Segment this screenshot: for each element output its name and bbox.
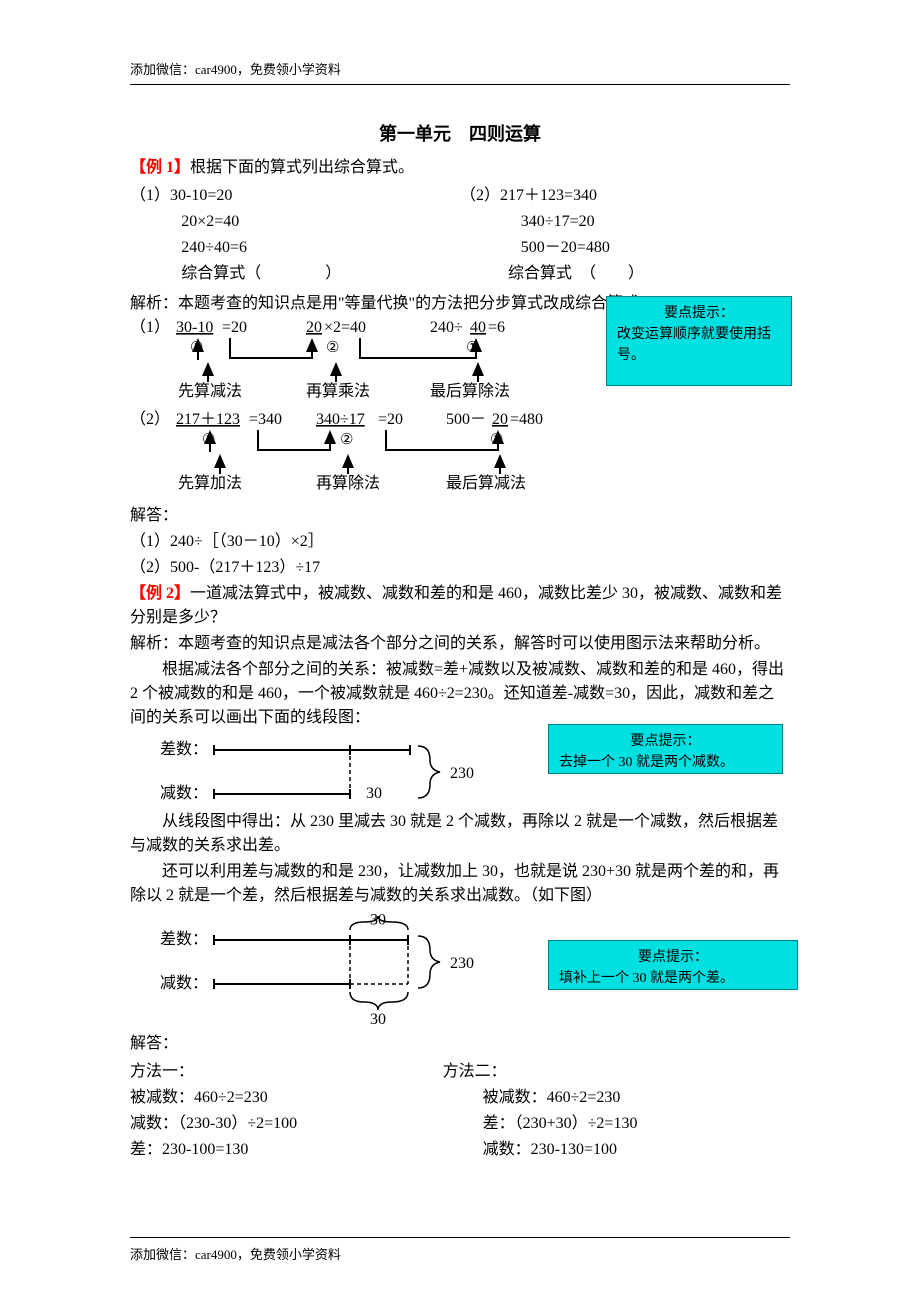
ex1-right-3: 500－20=480 [460,236,790,260]
svg-text:20: 20 [306,319,322,336]
svg-text:③: ③ [190,340,203,356]
page-header: 添加微信：car4900，免费领小学资料 [130,60,790,80]
svg-text:最后算减法: 最后算减法 [446,473,526,492]
ex1-right-2: 340÷17=20 [460,210,790,234]
svg-text:减数：: 减数： [160,784,208,802]
svg-text:（1）: （1） [130,318,170,336]
method2-line2: 差：（230+30）÷2=130 [443,1112,790,1136]
ex2-paragraph2: 从线段图中得出：从 230 里减去 30 就是 2 个减数，再除以 2 就是一个… [130,810,790,858]
footer-rule [130,1237,790,1238]
svg-text:240÷: 240÷ [430,319,463,336]
svg-text:=20: =20 [378,411,403,428]
method2-title: 方法二： [443,1060,790,1084]
svg-text:500－: 500－ [446,411,486,428]
svg-text:30: 30 [370,911,386,928]
ex1-left-3: 240÷40=6 [130,236,460,260]
svg-text:=6: =6 [488,319,505,336]
svg-text:②: ② [326,340,339,356]
ex1-answer-label: 解答： [130,504,790,528]
method1-title: 方法一： [130,1060,443,1084]
example2-label: 【例 2】 [130,585,190,602]
example2-prompt: 一道减法算式中，被减数、减数和差的和是 460，减数比差少 30，被减数、减数和… [130,585,782,626]
svg-text:340÷17: 340÷17 [316,411,365,428]
svg-text:230: 230 [450,765,474,782]
example2-line: 【例 2】一道减法算式中，被减数、减数和差的和是 460，减数比差少 30，被减… [130,582,790,630]
ex2-analysis: 解析：本题考查的知识点是减法各个部分之间的关系，解答时可以使用图示法来帮助分析。 [130,632,790,656]
svg-text:再算除法: 再算除法 [316,473,380,492]
ex1-answer1: （1）240÷［（30－10）×2］ [130,530,790,554]
method1-line3: 差：230-100=130 [130,1138,443,1162]
svg-text:先算减法: 先算减法 [178,381,242,400]
method2-line1: 被减数：460÷2=230 [443,1086,790,1110]
ex2-diagram2: 30 差数： 减数： 30 230 [160,910,790,1028]
ex1-right-1: （2）217＋123=340 [460,184,790,208]
svg-text:230: 230 [450,955,474,972]
svg-text:先算加法: 先算加法 [178,473,242,492]
ex2-paragraph1: 根据减法各个部分之间的关系：被减数=差+减数以及被减数、减数和差的和是 460，… [130,658,790,730]
example1-label: 【例 1】 [130,159,190,176]
ex1-flow2: （2） 217＋123 =340 340÷17 =20 500－ 20 =480… [130,410,790,502]
ex2-methods: 方法一： 被减数：460÷2=230 减数：（230-30）÷2=100 差：2… [130,1058,790,1164]
svg-text:差数：: 差数： [160,930,208,948]
svg-text:30-10: 30-10 [176,319,213,336]
ex1-left-comb: 综合算式（ ） [130,262,460,286]
svg-text:=340: =340 [249,411,282,428]
svg-text:差数：: 差数： [160,740,208,758]
ex1-left-1: （1）30-10=20 [130,184,460,208]
ex1-answer2: （2）500-（217＋123）÷17 [130,556,790,580]
method2-line3: 减数：230-130=100 [443,1138,790,1162]
svg-text:217＋123: 217＋123 [176,411,240,428]
page-footer: 添加微信：car4900，免费领小学资料 [130,1245,341,1265]
svg-text:减数：: 减数： [160,974,208,992]
method1-line2: 减数：（230-30）÷2=100 [130,1112,443,1136]
svg-text:30: 30 [370,1011,386,1028]
svg-text:×2=40: ×2=40 [324,319,366,336]
svg-text:②: ② [340,432,353,448]
svg-text:30: 30 [366,785,382,802]
ex1-flow1: （1） 30-10 =20 20 ×2=40 240÷ 40 =6 ③ ② ① … [130,318,790,410]
header-rule [130,84,790,85]
svg-text:=20: =20 [222,319,247,336]
unit-title: 第一单元 四则运算 [130,121,790,148]
example1-prompt: 根据下面的算式列出综合算式。 [190,159,414,176]
svg-text:40: 40 [470,319,486,336]
svg-text:（2）: （2） [130,410,170,428]
ex1-left-2: 20×2=40 [130,210,460,234]
ex2-answer-label: 解答： [130,1032,790,1056]
ex2-diagram1: 差数： 减数： 30 230 [160,736,790,808]
ex2-paragraph3: 还可以利用差与减数的和是 230，让减数加上 30，也就是说 230+30 就是… [130,860,790,908]
svg-text:最后算除法: 最后算除法 [430,381,510,400]
svg-text:再算乘法: 再算乘法 [306,381,370,400]
svg-text:①: ① [466,340,479,356]
ex1-equations: （1）30-10=20 20×2=40 240÷40=6 综合算式（ ） （2）… [130,182,790,288]
method1-line1: 被减数：460÷2=230 [130,1086,443,1110]
svg-text:③: ③ [202,432,215,448]
ex1-right-comb: 综合算式 （ ） [460,262,790,286]
svg-text:20: 20 [492,411,508,428]
example1-line: 【例 1】根据下面的算式列出综合算式。 [130,156,790,180]
svg-text:①: ① [490,432,503,448]
svg-text:=480: =480 [510,411,543,428]
